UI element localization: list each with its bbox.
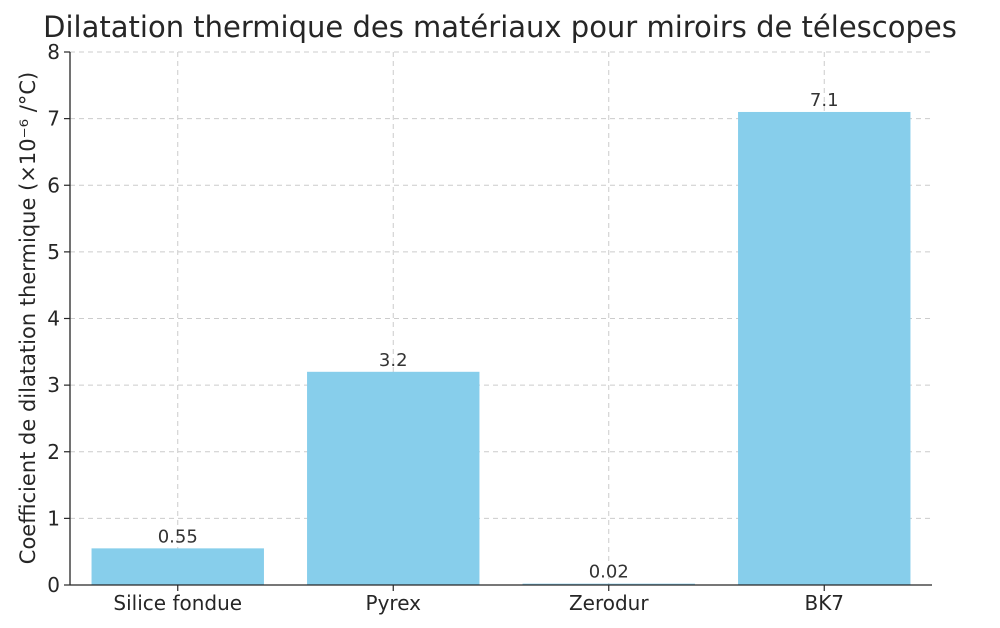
y-tick-label: 8 xyxy=(47,40,60,64)
y-tick-label: 0 xyxy=(47,573,60,597)
bar-layer xyxy=(91,111,911,586)
bar-value-label: 7.1 xyxy=(810,90,839,111)
bar-value-label: 0.02 xyxy=(589,562,629,583)
y-tick-label: 2 xyxy=(47,440,60,464)
y-axis-label: Coefficient de dilatation thermique (×10… xyxy=(16,72,40,564)
x-tick-label: BK7 xyxy=(804,591,844,615)
bar-value-label: 0.55 xyxy=(158,526,198,547)
y-tick-label: 4 xyxy=(47,307,60,331)
bar xyxy=(738,111,911,586)
y-tick-label: 7 xyxy=(47,107,60,131)
bar-value-label: 3.2 xyxy=(379,350,408,371)
chart-title: Dilatation thermique des matériaux pour … xyxy=(43,10,957,44)
bar xyxy=(307,371,480,585)
y-tick-label: 6 xyxy=(47,173,60,197)
y-tick-label: 1 xyxy=(47,506,60,530)
y-tick-label: 5 xyxy=(47,240,60,264)
y-tick-label: 3 xyxy=(47,373,60,397)
x-tick-label: Pyrex xyxy=(366,591,422,615)
axis-layer: 0 1 2 3 4 5 6 7 8 Silice fondue Pyrex Zerodur BK7 xyxy=(47,40,932,615)
x-tick-label: Zerodur xyxy=(569,591,649,615)
x-tick-label: Silice fondue xyxy=(113,591,242,615)
label-layer: 0.55 3.2 0.02 7.1 xyxy=(158,90,839,583)
bar xyxy=(91,548,264,585)
bar xyxy=(522,583,695,585)
